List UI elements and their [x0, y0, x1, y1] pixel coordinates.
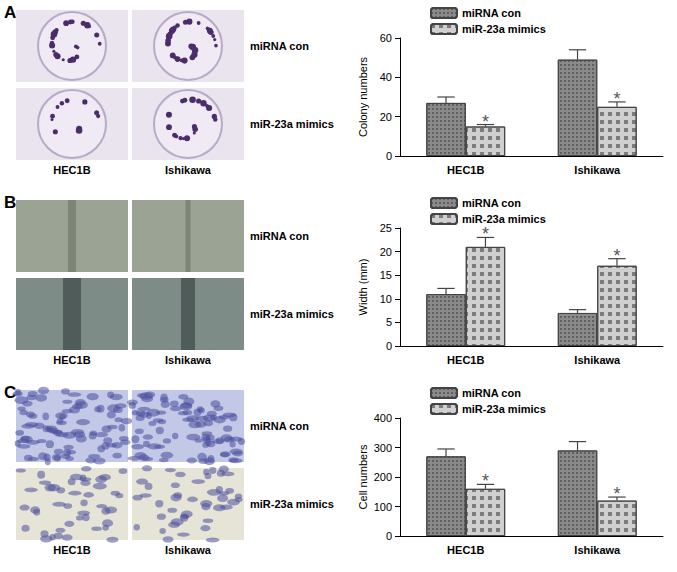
svg-text:*: *	[613, 246, 620, 266]
svg-text:400: 400	[374, 412, 392, 424]
svg-text:miR-23a mimics: miR-23a mimics	[462, 23, 546, 35]
svg-text:20: 20	[380, 246, 392, 258]
svg-text:miRNA con: miRNA con	[462, 7, 521, 19]
svg-text:60: 60	[380, 32, 392, 44]
svg-text:*: *	[482, 224, 489, 244]
svg-text:B: B	[4, 193, 16, 212]
svg-text:HEC1B: HEC1B	[53, 544, 90, 556]
svg-text:200: 200	[374, 471, 392, 483]
svg-text:0: 0	[386, 340, 392, 352]
svg-text:Ishikawa: Ishikawa	[165, 164, 212, 176]
svg-text:miR-23a mimics: miR-23a mimics	[462, 403, 546, 415]
svg-text:15: 15	[380, 269, 392, 281]
svg-text:10: 10	[380, 293, 392, 305]
svg-text:25: 25	[380, 222, 392, 234]
svg-text:Width (mm): Width (mm)	[357, 259, 369, 316]
svg-text:40: 40	[380, 71, 392, 83]
svg-text:300: 300	[374, 442, 392, 454]
svg-text:HEC1B: HEC1B	[53, 354, 90, 366]
svg-text:Ishikawa: Ishikawa	[165, 354, 212, 366]
svg-text:0: 0	[386, 530, 392, 542]
svg-text:Ishikawa: Ishikawa	[574, 164, 621, 176]
svg-text:C: C	[4, 383, 17, 402]
svg-text:HEC1B: HEC1B	[447, 164, 484, 176]
svg-text:20: 20	[380, 111, 392, 123]
svg-text:miRNA con: miRNA con	[250, 40, 309, 52]
svg-text:Colony numbers: Colony numbers	[357, 56, 369, 137]
svg-text:0: 0	[386, 150, 392, 162]
svg-text:Ishikawa: Ishikawa	[574, 354, 621, 366]
svg-text:miR-23a mimics: miR-23a mimics	[250, 498, 334, 510]
svg-text:miR-23a mimics: miR-23a mimics	[250, 118, 334, 130]
svg-text:miR-23a mimics: miR-23a mimics	[250, 308, 334, 320]
svg-text:Cell numbers: Cell numbers	[357, 444, 369, 509]
svg-text:miRNA con: miRNA con	[250, 230, 309, 242]
svg-text:miRNA con: miRNA con	[462, 387, 521, 399]
svg-text:100: 100	[374, 501, 392, 513]
svg-text:*: *	[613, 484, 620, 504]
svg-text:HEC1B: HEC1B	[53, 164, 90, 176]
svg-text:A: A	[4, 3, 16, 22]
svg-text:*: *	[613, 89, 620, 109]
svg-text:*: *	[482, 112, 489, 132]
svg-text:miRNA con: miRNA con	[462, 197, 521, 209]
svg-text:HEC1B: HEC1B	[447, 544, 484, 556]
svg-text:Ishikawa: Ishikawa	[574, 544, 621, 556]
svg-text:5: 5	[386, 316, 392, 328]
svg-text:miRNA con: miRNA con	[250, 420, 309, 432]
svg-text:*: *	[482, 471, 489, 491]
svg-text:miR-23a mimics: miR-23a mimics	[462, 213, 546, 225]
svg-text:HEC1B: HEC1B	[447, 354, 484, 366]
svg-text:Ishikawa: Ishikawa	[165, 544, 212, 556]
